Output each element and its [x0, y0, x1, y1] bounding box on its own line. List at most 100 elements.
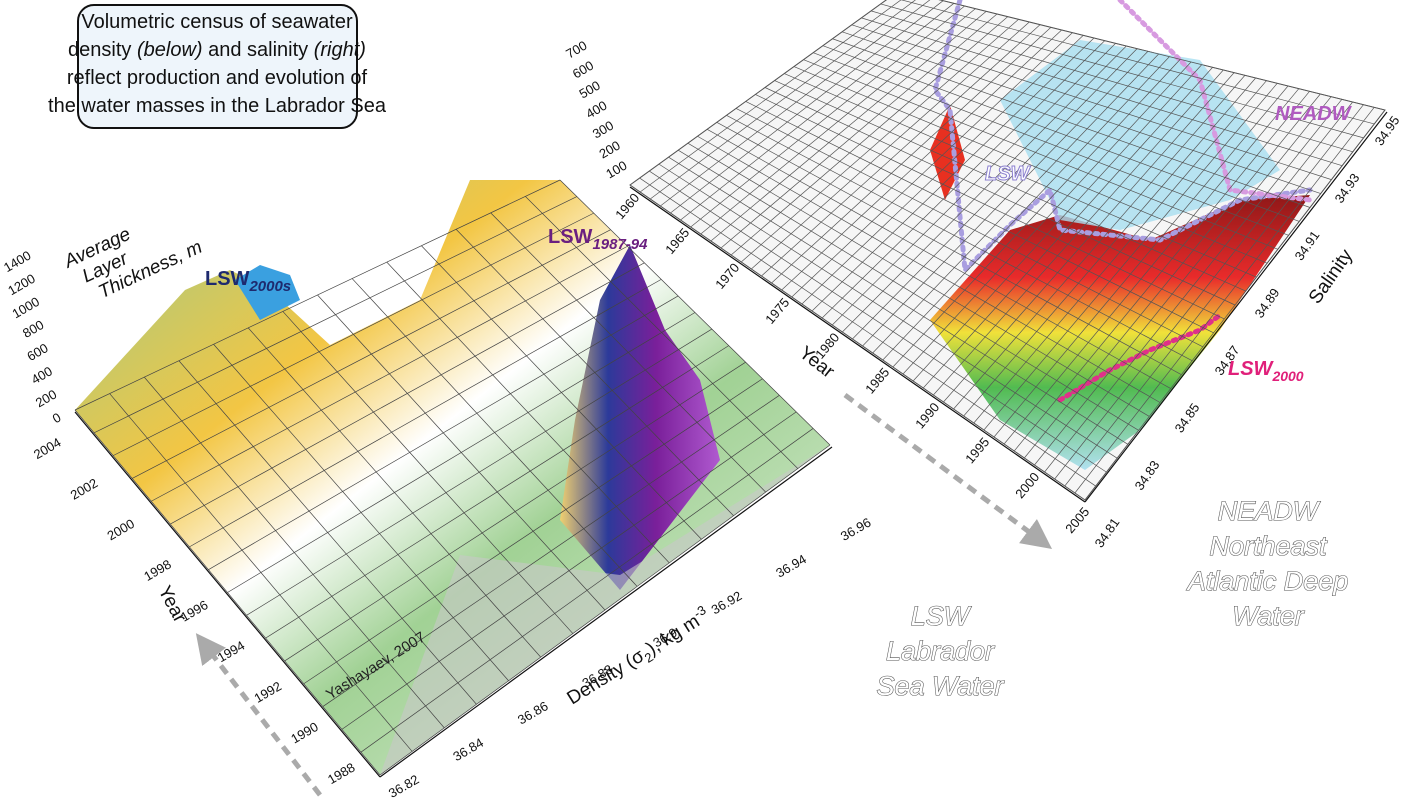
surface-grid	[832, 38, 1311, 208]
right-surface	[629, 0, 1386, 501]
tick-label: 1985	[862, 365, 892, 397]
callout-text: (below)	[137, 39, 203, 61]
surface-grid	[658, 163, 1118, 459]
tick-label: 36.84	[450, 735, 486, 764]
callout-box	[77, 4, 358, 129]
surface-grid	[490, 212, 766, 493]
surface-grid	[764, 87, 1236, 306]
tick-label: 400	[29, 363, 55, 387]
tick-label: 1998	[141, 556, 174, 583]
tick-label: 36.92	[709, 588, 745, 617]
surface-grid	[639, 177, 1096, 487]
tick-label: 2002	[68, 475, 101, 502]
year-arrow-right	[843, 392, 1053, 549]
tick-label: 600	[24, 340, 50, 364]
tick-label: 34.89	[1252, 285, 1283, 320]
tick-label: 800	[20, 317, 46, 341]
neadw-boundary	[1117, 0, 1313, 203]
surface-grid	[178, 360, 477, 705]
lsw-boundary	[932, 0, 1313, 276]
left-surface	[74, 179, 831, 776]
callout-line: density (below) and salinity (right)	[68, 39, 366, 61]
tick-label: 2005	[1062, 504, 1092, 536]
callout-text: (right)	[314, 39, 366, 61]
surface-grid	[687, 142, 1150, 417]
tick-label: 36.96	[838, 515, 874, 544]
surface-grid	[317, 294, 606, 611]
surface-grid	[525, 196, 799, 469]
surface-grid	[813, 52, 1289, 236]
surface-grid	[455, 229, 734, 516]
surface-grid	[649, 170, 1107, 473]
tick-label: 1965	[662, 225, 692, 257]
annotation-neadw: NEADW	[1275, 103, 1353, 125]
annotation-text: LSW	[548, 226, 593, 248]
tick-label: 34.81	[1092, 515, 1123, 550]
tick-label: 200	[597, 138, 623, 162]
surface-grid	[247, 327, 541, 658]
tick-label: 2000	[104, 516, 137, 543]
legend-text: NEADW	[1218, 496, 1321, 526]
tick-label: 500	[577, 78, 603, 102]
annotation-lsw: LSW	[985, 163, 1032, 185]
surface-grid	[735, 108, 1204, 348]
legend-text: Northeast	[1209, 531, 1328, 561]
legend-lsw: LSW Labrador Sea Water	[876, 600, 1005, 701]
surface-grid	[678, 149, 1139, 431]
tick-label: 34.91	[1292, 228, 1323, 263]
callout-text: and salinity	[203, 39, 314, 61]
tick-label: 36.94	[773, 551, 809, 580]
lsw-2000s-peak	[235, 265, 300, 320]
surface-grid	[706, 128, 1171, 389]
legend-text: Water	[1232, 601, 1305, 631]
legend-text: Labrador	[886, 636, 995, 666]
surface-grid	[880, 3, 1364, 139]
tick-label: 1990	[288, 719, 321, 746]
tick-label: 36.82	[386, 772, 422, 801]
tick-label: 1992	[251, 678, 284, 705]
tick-label: 1994	[215, 638, 248, 665]
right-surface-ridge	[930, 195, 1310, 470]
tick-label: 300	[590, 118, 616, 142]
lsw2000-boundary	[1057, 312, 1223, 403]
surface-grid	[74, 409, 381, 776]
tick-label: 2004	[31, 435, 64, 462]
surface-grid	[870, 10, 1353, 153]
surface-grid	[213, 344, 509, 681]
surface-grid	[745, 101, 1214, 334]
axis-line	[1084, 111, 1388, 503]
surface-grid	[774, 80, 1246, 292]
axis-line	[74, 411, 381, 778]
surface-grid	[726, 115, 1193, 362]
surface-grid	[938, 0, 1386, 111]
surface-grid	[559, 179, 831, 446]
tick-label: 2000	[1012, 469, 1042, 501]
tick-label: 1975	[762, 295, 792, 327]
callout-line: the water masses in the Labrador Sea	[48, 95, 387, 117]
tick-label: 1970	[712, 260, 742, 292]
tick-label: 1990	[912, 400, 942, 432]
surface-grid	[144, 376, 445, 729]
callout-text: density	[68, 39, 137, 61]
tick-label: 700	[563, 38, 589, 62]
surface-grid	[351, 278, 638, 587]
legend-text: Sea Water	[876, 671, 1004, 701]
surface-grid	[421, 245, 702, 540]
tick-label: 36.86	[515, 698, 551, 727]
annotation-sub: 2000	[1271, 368, 1303, 384]
surface-grid	[109, 393, 413, 752]
tick-label: 0	[50, 410, 64, 427]
tick-label: 1995	[962, 435, 992, 467]
axis-line	[629, 186, 1086, 503]
legend-text: LSW	[911, 601, 972, 631]
annotation-sub: 2000s	[248, 278, 291, 295]
callout-line: reflect production and evolution of	[67, 67, 368, 89]
legend-neadw: NEADW Northeast Atlantic Deep Water	[1185, 495, 1349, 631]
annotation-sub: 1987-94	[592, 236, 648, 253]
axis-line	[379, 446, 833, 778]
year-arrow-left	[195, 633, 322, 797]
tick-label: 1980	[812, 330, 842, 362]
surface-grid	[716, 122, 1182, 375]
